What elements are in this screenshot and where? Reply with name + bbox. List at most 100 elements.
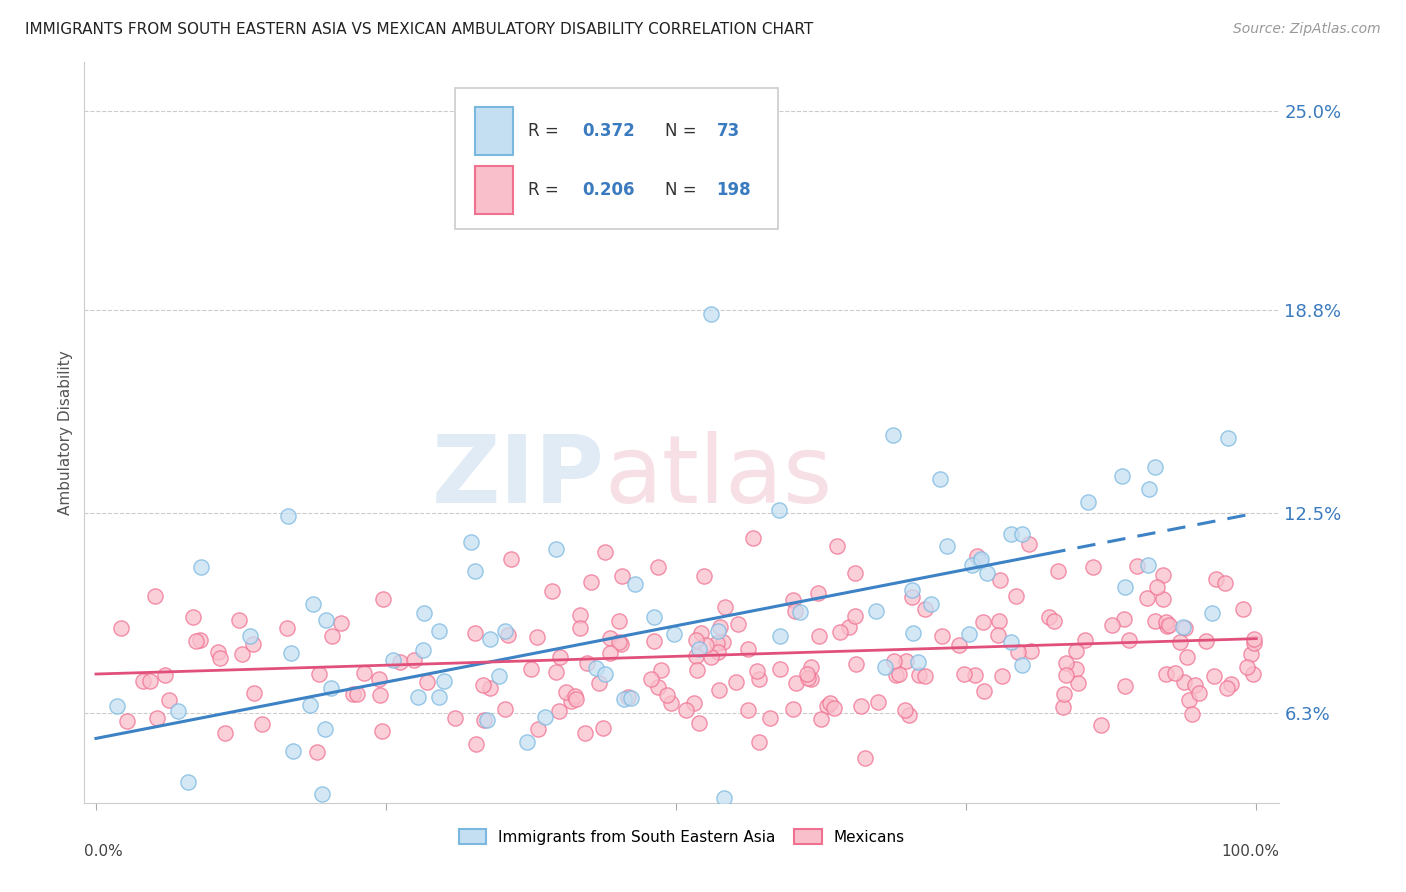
Point (1042, 614, 1064, 628)
Point (1114, 680, 1136, 694)
Point (1021, 644, 1043, 658)
Point (1146, 580, 1168, 594)
Point (688, 716, 710, 731)
Point (737, 703, 759, 717)
Point (845, 657, 868, 672)
Point (1007, 645, 1029, 659)
Point (1018, 536, 1040, 550)
Text: R =: R = (527, 122, 564, 140)
Point (568, 607, 591, 622)
Point (1152, 591, 1174, 606)
Point (181, 609, 204, 624)
Point (796, 667, 818, 681)
Point (1216, 681, 1239, 695)
Point (706, 624, 728, 638)
Point (785, 675, 807, 690)
Point (969, 552, 991, 566)
Point (624, 577, 647, 591)
Point (830, 624, 852, 639)
Point (231, 647, 253, 661)
Point (314, 722, 336, 736)
Point (520, 662, 543, 676)
Point (1081, 559, 1104, 574)
Point (808, 629, 831, 643)
Point (568, 621, 591, 635)
FancyBboxPatch shape (456, 88, 778, 229)
Point (235, 863, 257, 877)
Point (1178, 693, 1201, 707)
Point (478, 681, 501, 696)
Point (789, 606, 811, 620)
Point (250, 716, 273, 731)
Point (901, 626, 924, 640)
Point (709, 620, 731, 634)
Point (1205, 572, 1227, 586)
Point (768, 503, 790, 517)
Text: 0.372: 0.372 (582, 122, 636, 140)
Point (370, 723, 392, 738)
Point (190, 560, 212, 574)
Point (1218, 431, 1240, 445)
Point (494, 702, 516, 716)
Point (1156, 619, 1178, 633)
Point (110, 621, 132, 635)
Point (444, 711, 467, 725)
Point (957, 626, 980, 640)
Point (1175, 650, 1198, 665)
Point (1004, 589, 1026, 603)
Point (1168, 635, 1191, 649)
Point (307, 745, 329, 759)
Point (868, 695, 890, 709)
Point (1154, 615, 1177, 629)
Text: ZIP: ZIP (432, 431, 605, 523)
Point (898, 707, 921, 722)
Point (321, 681, 343, 696)
Legend: Immigrants from South Eastern Asia, Mexicans: Immigrants from South Eastern Asia, Mexi… (453, 822, 911, 851)
Point (1067, 676, 1090, 690)
Point (143, 590, 166, 604)
Point (935, 539, 957, 553)
Point (207, 644, 229, 658)
Point (1076, 495, 1098, 509)
Point (1054, 668, 1077, 682)
Point (683, 696, 706, 710)
Point (388, 655, 411, 669)
Point (1136, 558, 1159, 572)
Point (675, 703, 697, 717)
Point (368, 689, 391, 703)
Point (548, 649, 571, 664)
Point (699, 650, 721, 665)
Point (496, 628, 519, 642)
Point (607, 614, 630, 628)
Point (188, 632, 211, 647)
Point (1188, 686, 1211, 700)
Point (838, 620, 860, 634)
Point (412, 642, 434, 657)
Text: N =: N = (665, 122, 702, 140)
Point (404, 653, 426, 667)
Point (427, 624, 450, 639)
Point (960, 558, 983, 573)
Point (464, 737, 486, 751)
Text: 0.206: 0.206 (582, 181, 636, 199)
Point (321, 628, 343, 642)
Point (688, 641, 710, 656)
Point (371, 592, 394, 607)
Point (406, 690, 429, 704)
Point (588, 676, 610, 690)
Point (745, 665, 768, 679)
Point (1038, 610, 1060, 624)
Point (1064, 662, 1087, 676)
Point (620, 691, 643, 706)
Point (865, 604, 887, 618)
Point (965, 667, 987, 681)
Point (593, 545, 616, 559)
Point (700, 306, 723, 320)
Point (1118, 632, 1140, 647)
Point (381, 653, 404, 667)
Point (693, 568, 716, 582)
Point (239, 629, 262, 643)
Point (501, 552, 523, 566)
Text: Source: ZipAtlas.com: Source: ZipAtlas.com (1233, 22, 1381, 37)
Point (1152, 568, 1174, 582)
